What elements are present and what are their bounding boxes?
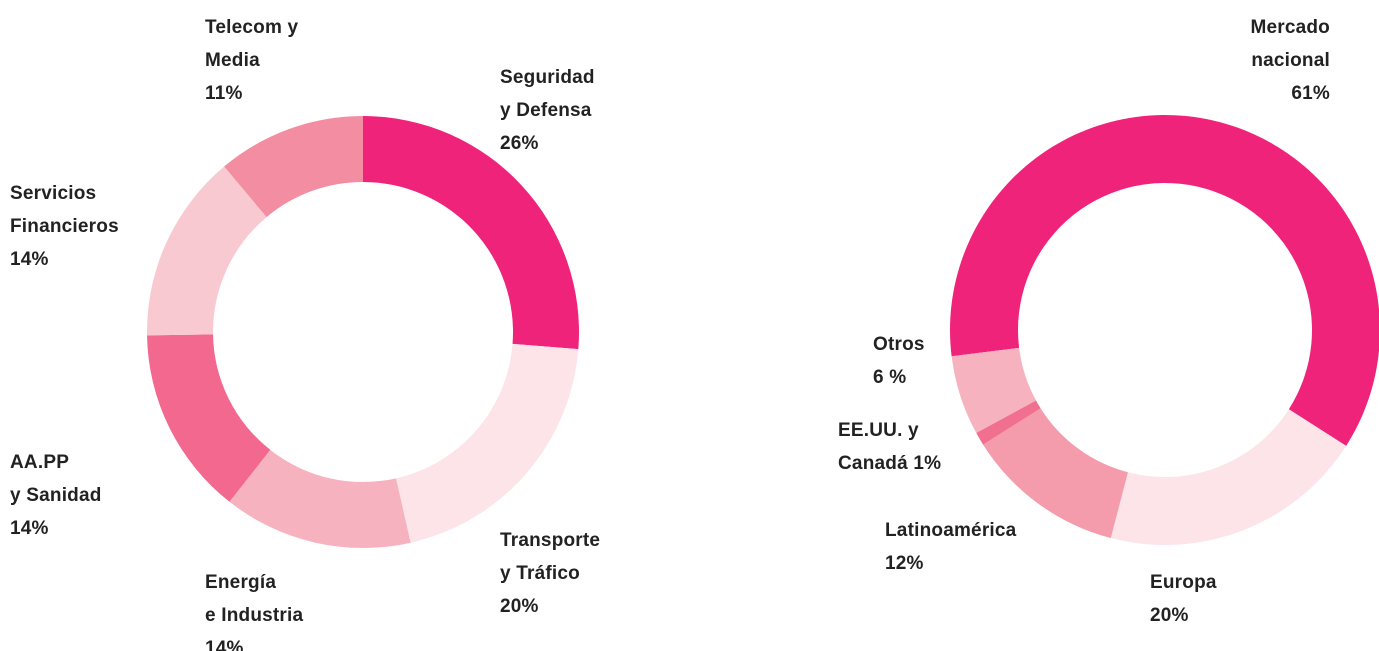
value-label: 14% (10, 249, 49, 270)
donut-slice (147, 334, 271, 502)
slice-label: AA.PP y Sanidad 14% (10, 446, 102, 545)
category-label: Energía e Industria (205, 572, 304, 626)
value-label: 12% (885, 553, 924, 574)
slice-label: EE.UU. y Canadá 1% (838, 414, 941, 480)
donut-slice (396, 343, 579, 543)
category-label: Servicios Financieros (10, 183, 119, 237)
slice-label: Otros 6 % (873, 328, 925, 394)
category-label: Seguridad y Defensa (500, 67, 595, 121)
donut-slice (950, 115, 1379, 446)
donut-slice (224, 115, 363, 218)
category-label: Transporte y Tráfico (500, 530, 601, 584)
category-label: Otros (873, 334, 925, 355)
value-label: 61% (1291, 83, 1330, 104)
category-label: Europa (1150, 572, 1217, 593)
donut-slice (976, 400, 1041, 445)
donut-slice (1110, 409, 1347, 545)
slice-label: Telecom y Media 11% (205, 11, 298, 110)
category-label: Mercado nacional (1250, 17, 1330, 71)
donut-slice (229, 449, 411, 548)
value-label: 20% (500, 596, 539, 617)
slice-label: Europa 20% (1150, 566, 1217, 632)
slice-label: Energía e Industria 14% (205, 566, 303, 651)
category-label: EE.UU. y Canadá (838, 420, 919, 474)
value-label: 20% (1150, 605, 1189, 626)
slice-label: Servicios Financieros 14% (10, 177, 119, 276)
value-label: 14% (10, 518, 49, 539)
donut-slice (363, 116, 579, 350)
slice-label: Latinoamérica 12% (885, 514, 1016, 580)
value-label: 11% (205, 83, 243, 104)
donut-slice (983, 408, 1128, 539)
slice-label: Mercado nacional 61% (1250, 11, 1330, 110)
slice-label: Seguridad y Defensa 26% (500, 61, 595, 160)
category-label: Telecom y Media (205, 17, 299, 71)
donut-slice (147, 166, 267, 336)
value-label: 6 % (873, 367, 907, 388)
value-label: 14% (205, 638, 244, 651)
slice-label: Transporte y Tráfico 20% (500, 524, 600, 623)
category-label: Latinoamérica (885, 520, 1017, 541)
category-label: AA.PP y Sanidad (10, 452, 102, 506)
value-label: 26% (500, 133, 539, 154)
donut-slice (951, 347, 1036, 433)
value-label: 1% (913, 453, 942, 474)
